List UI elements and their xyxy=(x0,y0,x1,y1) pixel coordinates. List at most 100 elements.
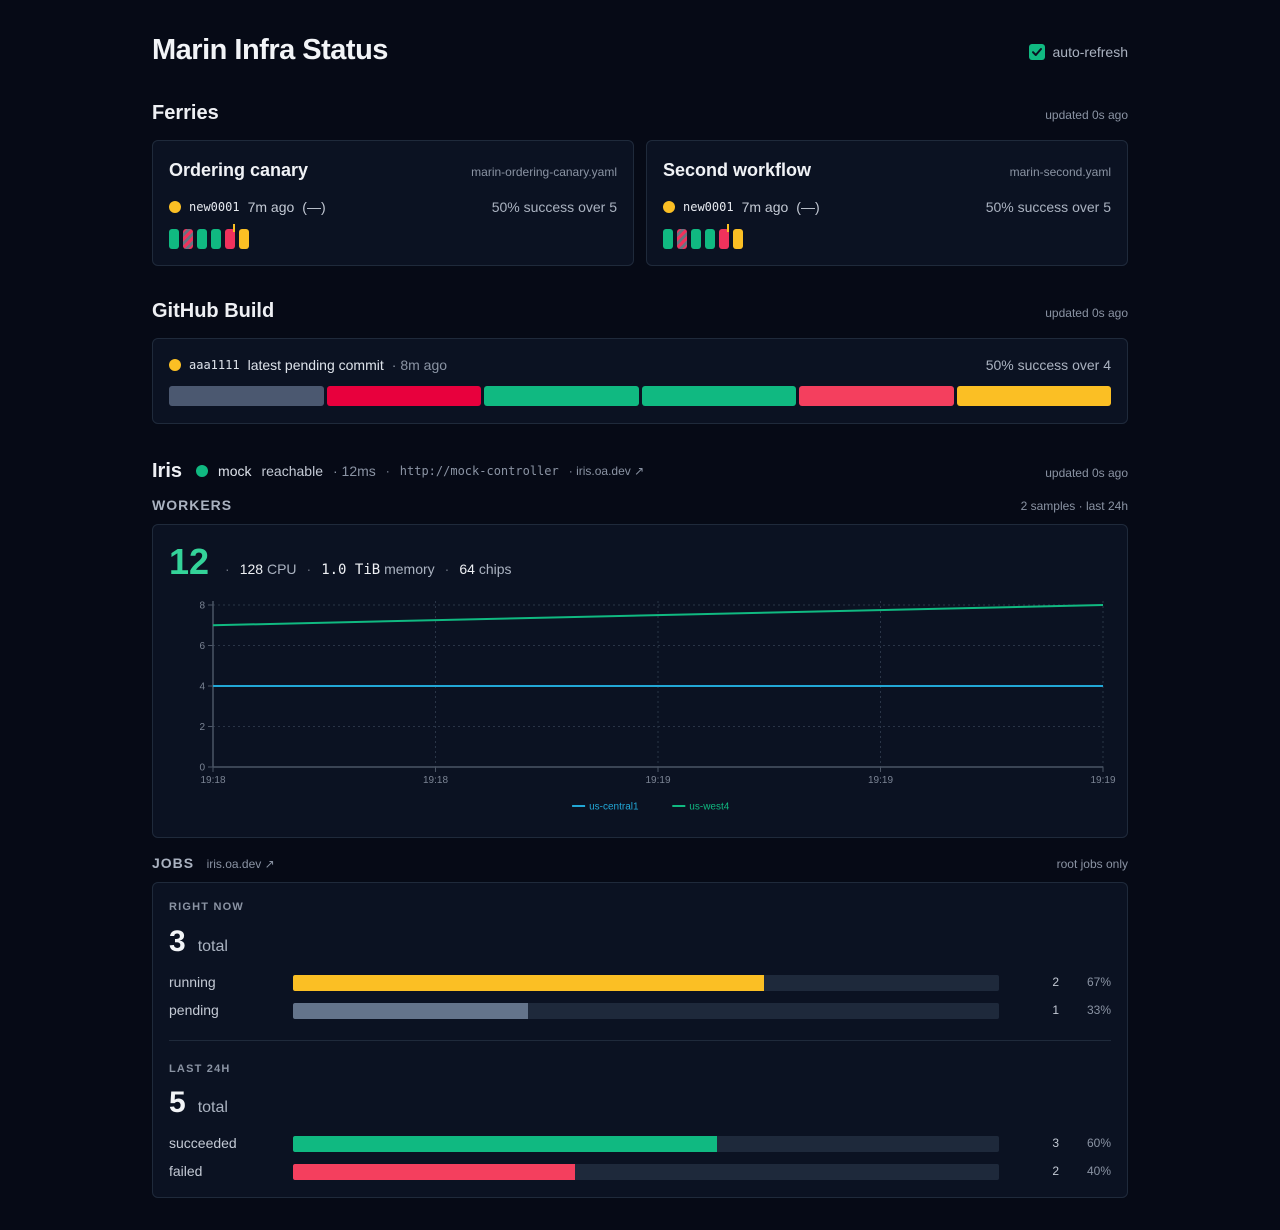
iris-header: Iris mock reachable · 12ms · http://mock… xyxy=(152,458,1128,484)
jobs-external-link[interactable]: iris.oa.dev ↗ xyxy=(206,857,275,871)
x-tick-label: 19:18 xyxy=(200,775,225,786)
jobs-card: RIGHT NOW 3 total running 2 67% pending 1 33%… xyxy=(152,882,1128,1198)
run-pill[interactable] xyxy=(169,229,179,249)
y-tick-label: 0 xyxy=(199,763,205,774)
workers-title: WORKERS xyxy=(152,497,233,513)
job-state-row: pending 1 33% xyxy=(169,1002,1111,1020)
github-title: GitHub Build xyxy=(152,300,275,322)
legend-label: us-west4 xyxy=(689,802,729,813)
jobs-title: JOBS xyxy=(152,855,195,871)
job-state-bar-fill xyxy=(293,1003,529,1019)
jobs-day-label: LAST 24H xyxy=(169,1063,231,1075)
commit-sha[interactable]: aaa1111 xyxy=(189,358,240,372)
job-state-name: failed xyxy=(169,1163,203,1179)
build-bar[interactable] xyxy=(641,386,796,406)
job-state-bar-fill xyxy=(293,975,764,991)
iris-latency: · 12ms xyxy=(332,463,376,479)
workers-line-chart[interactable]: 0 2 4 6 8 19:18 19:18 19:19 19:19 19:19 us-central… xyxy=(153,525,1129,839)
status-dot-icon xyxy=(169,201,181,213)
run-pill[interactable] xyxy=(705,229,715,249)
chips-value: 64 xyxy=(459,561,475,577)
auto-refresh-label: auto-refresh xyxy=(1052,44,1128,60)
y-tick-label: 2 xyxy=(199,722,205,733)
run-pill[interactable] xyxy=(239,229,249,249)
ferry-card-second-workflow[interactable]: Second workflow marin-second.yaml new000… xyxy=(646,140,1128,266)
memory-value: 1.0 TiB xyxy=(321,562,381,578)
page-title: Marin Infra Status xyxy=(152,34,388,66)
run-pill[interactable] xyxy=(691,229,701,249)
x-tick-label: 19:19 xyxy=(645,775,670,786)
cpu-value: 128 xyxy=(239,561,264,577)
run-pill[interactable] xyxy=(183,229,193,249)
checkmark-icon xyxy=(1031,48,1042,56)
build-bar[interactable] xyxy=(956,386,1111,406)
ferries-title: Ferries xyxy=(152,102,219,124)
commit-message: latest pending commit xyxy=(247,357,384,373)
x-tick-label: 19:18 xyxy=(423,775,448,786)
run-pill[interactable] xyxy=(197,229,207,249)
ferries-header: Ferries updated 0s ago xyxy=(152,102,1128,128)
y-tick-label: 8 xyxy=(199,601,205,612)
build-history-bars xyxy=(169,386,1111,406)
job-state-row: failed 2 40% xyxy=(169,1163,1111,1181)
job-state-count: 2 xyxy=(1052,975,1059,989)
job-state-percent: 60% xyxy=(1086,1136,1111,1150)
reachable-dot-icon xyxy=(196,465,209,477)
job-state-count: 1 xyxy=(1052,1003,1059,1017)
warning-marker-icon xyxy=(233,224,235,232)
build-bar[interactable] xyxy=(169,386,324,406)
run-pill[interactable] xyxy=(677,229,687,249)
iris-title: Iris xyxy=(152,459,183,482)
auto-refresh-toggle[interactable]: auto-refresh xyxy=(1028,44,1128,60)
auto-refresh-checkbox[interactable] xyxy=(1028,44,1045,60)
iris-updated: updated 0s ago xyxy=(1045,466,1128,480)
cpu-label: CPU xyxy=(266,561,297,577)
job-state-row: running 2 67% xyxy=(169,974,1111,992)
github-header: GitHub Build updated 0s ago xyxy=(152,300,1128,326)
iris-url: http://mock-controller xyxy=(399,464,559,478)
iris-external-link[interactable]: · iris.oa.dev ↗ xyxy=(568,464,645,478)
job-state-row: succeeded 3 60% xyxy=(169,1135,1111,1153)
ferry-commit: new0001 xyxy=(189,200,240,214)
iris-status: reachable xyxy=(261,463,323,479)
job-state-bar xyxy=(293,1164,999,1180)
ferry-age: 7m ago xyxy=(741,199,789,215)
run-pill[interactable] xyxy=(225,224,235,249)
legend-label: us-central1 xyxy=(589,802,639,813)
series-line-us-west4 xyxy=(212,604,1104,627)
jobs-header: JOBS iris.oa.dev ↗ root jobs only xyxy=(152,855,1128,873)
job-state-bar-fill xyxy=(293,1164,576,1180)
job-state-name: running xyxy=(169,974,216,990)
jobs-day-total-value: 5 xyxy=(169,1086,186,1119)
ferry-title: Second workflow xyxy=(663,160,812,180)
build-bar[interactable] xyxy=(484,386,639,406)
build-bar[interactable] xyxy=(799,386,954,406)
run-pill[interactable] xyxy=(663,229,673,249)
jobs-now-total-value: 3 xyxy=(169,925,186,958)
page-header: Marin Infra Status auto-refresh xyxy=(152,34,1128,68)
job-state-bar-fill xyxy=(293,1136,717,1152)
ferry-title: Ordering canary xyxy=(169,160,309,180)
jobs-scope: root jobs only xyxy=(1056,857,1128,871)
run-pill[interactable] xyxy=(733,229,743,249)
job-state-percent: 33% xyxy=(1086,1003,1111,1017)
iris-separator: · xyxy=(385,464,390,478)
github-updated: updated 0s ago xyxy=(1045,306,1128,320)
x-tick-label: 19:19 xyxy=(868,775,893,786)
ferry-file: marin-second.yaml xyxy=(1009,165,1111,179)
status-dot-icon xyxy=(169,359,181,371)
commit-age: · 8m ago xyxy=(391,357,448,373)
memory-label: memory xyxy=(384,561,435,577)
job-state-count: 3 xyxy=(1052,1136,1059,1150)
github-success: 50% success over 4 xyxy=(985,357,1111,373)
run-pill[interactable] xyxy=(211,229,221,249)
ferry-success: 50% success over 5 xyxy=(491,199,617,215)
ferry-card-ordering-canary[interactable]: Ordering canary marin-ordering-canary.ya… xyxy=(152,140,634,266)
ferry-success: 50% success over 5 xyxy=(985,199,1111,215)
run-pill[interactable] xyxy=(719,224,729,249)
build-bar[interactable] xyxy=(326,386,481,406)
y-tick-label: 4 xyxy=(199,682,205,693)
ferry-run-history xyxy=(663,224,743,249)
github-meta: aaa1111 latest pending commit · 8m ago xyxy=(169,357,447,373)
jobs-day-total: 5 total xyxy=(169,1086,228,1120)
